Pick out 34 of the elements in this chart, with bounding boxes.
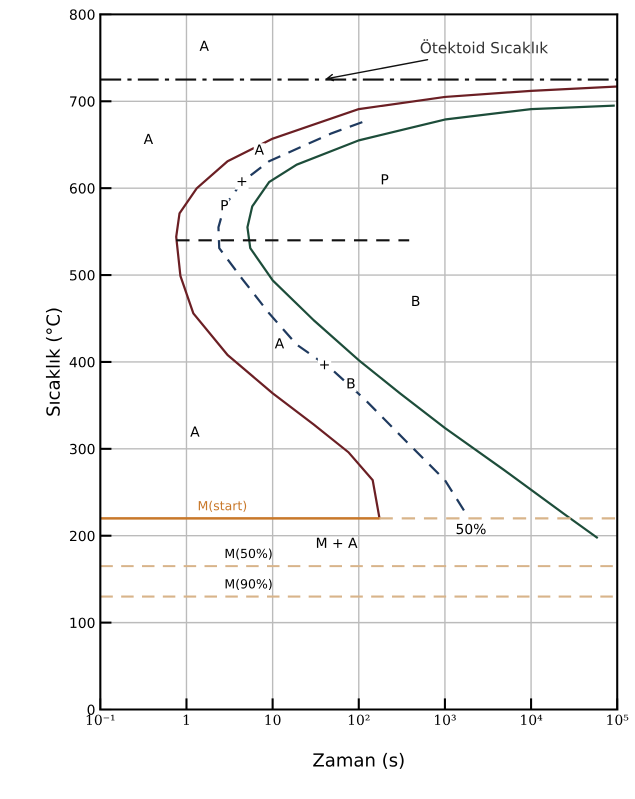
ref-line-label: M(50%) [226,548,272,560]
annotation: A [254,144,264,155]
annotation: + [320,360,329,370]
annotation: 50% [456,524,486,534]
x-axis-title: Zaman (s) [313,752,404,769]
y-tick-label: 0 [88,704,95,715]
annotation: A [200,40,209,51]
annotation: B [412,296,420,306]
y-tick-label: 300 [70,444,95,454]
x-tick-label: 10⁵ [607,714,628,726]
y-tick-label: 100 [70,618,95,628]
annotation: A [144,134,154,144]
y-tick-label: 600 [70,183,95,194]
ref-line-label: Ötektoid Sıcaklık [420,39,548,54]
annotation: + [238,177,246,186]
y-tick-label: 700 [70,96,95,107]
x-tick-label: 10² [348,714,370,726]
y-tick-label: 800 [70,9,95,20]
annotation: A [274,338,284,348]
annotation: M + A [316,538,358,548]
series-label: M(start) [198,500,246,512]
x-tick-label: 10⁴ [521,714,542,726]
y-axis-title: Sıcaklık (°C) [46,308,62,416]
y-tick-label: 200 [70,530,95,542]
x-tick-label: 10 [265,714,281,726]
annotation: B [347,378,355,388]
x-tick-label: 10³ [434,714,456,726]
y-tick-label: 400 [70,356,95,368]
x-tick-label: 10⁻¹ [86,714,115,726]
x-tick-label: 1 [184,714,189,725]
y-tick-label: 500 [70,270,95,281]
annotation: A [190,426,200,437]
ref-line-label: M(90%) [226,578,272,590]
annotation: P [382,174,388,184]
